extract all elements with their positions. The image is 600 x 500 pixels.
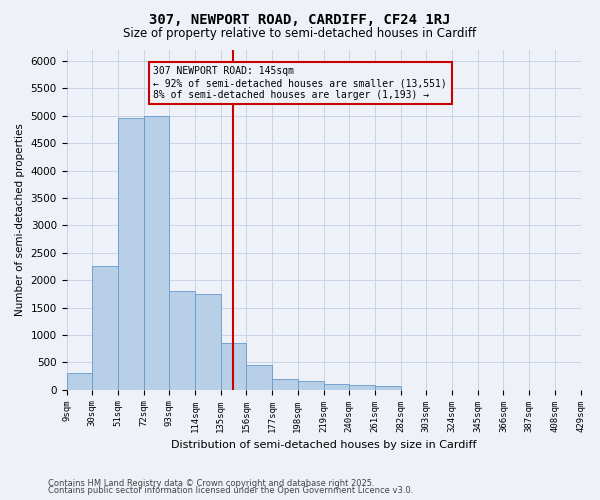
Text: Size of property relative to semi-detached houses in Cardiff: Size of property relative to semi-detach… — [124, 28, 476, 40]
Bar — [247, 365, 272, 390]
X-axis label: Distribution of semi-detached houses by size in Cardiff: Distribution of semi-detached houses by … — [171, 440, 476, 450]
Bar — [143, 116, 169, 390]
Text: 307 NEWPORT ROAD: 145sqm
← 92% of semi-detached houses are smaller (13,551)
8% o: 307 NEWPORT ROAD: 145sqm ← 92% of semi-d… — [154, 66, 447, 100]
Text: 307, NEWPORT ROAD, CARDIFF, CF24 1RJ: 307, NEWPORT ROAD, CARDIFF, CF24 1RJ — [149, 12, 451, 26]
Bar — [349, 386, 375, 390]
Bar — [92, 266, 118, 390]
Bar — [323, 384, 349, 390]
Bar — [375, 386, 401, 390]
Bar — [67, 374, 92, 390]
Text: Contains public sector information licensed under the Open Government Licence v3: Contains public sector information licen… — [48, 486, 413, 495]
Bar — [169, 291, 195, 390]
Bar — [272, 378, 298, 390]
Bar — [298, 382, 323, 390]
Text: Contains HM Land Registry data © Crown copyright and database right 2025.: Contains HM Land Registry data © Crown c… — [48, 478, 374, 488]
Bar — [221, 343, 247, 390]
Bar — [118, 118, 143, 390]
Y-axis label: Number of semi-detached properties: Number of semi-detached properties — [15, 124, 25, 316]
Bar — [195, 294, 221, 390]
